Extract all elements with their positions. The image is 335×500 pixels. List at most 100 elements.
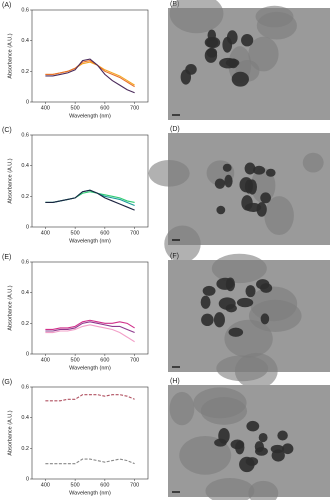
x-tick-label: 600	[100, 230, 109, 236]
series-line	[45, 321, 135, 334]
nanoparticle	[225, 58, 240, 67]
nanoparticle	[228, 327, 244, 337]
y-tick-label: 0.6	[21, 7, 29, 13]
y-axis-label: Absorbance (A.U.)	[7, 285, 13, 330]
tem-image	[168, 385, 330, 500]
nanoparticle	[265, 168, 276, 177]
nanoparticle	[260, 313, 270, 325]
y-axis-label: Absorbance (A.U.)	[7, 158, 13, 203]
x-tick-label: 400	[41, 230, 50, 236]
x-axis-label: Wavelength (nm)	[69, 365, 111, 371]
y-tick-label: 0.2	[21, 446, 29, 452]
nanoparticle	[256, 279, 270, 290]
panel-label: (H)	[170, 378, 180, 385]
panel-label: (E)	[2, 254, 11, 261]
nanoparticle	[246, 420, 260, 432]
nanoparticle	[226, 30, 238, 45]
nanoparticle	[201, 313, 214, 327]
series-line	[45, 458, 135, 465]
series-line	[45, 319, 135, 331]
background-blob	[211, 253, 267, 284]
x-axis-label: Wavelength (nm)	[69, 238, 111, 244]
panel-label: (D)	[170, 126, 180, 133]
x-axis-label: Wavelength (nm)	[69, 490, 111, 496]
tem-image	[168, 0, 330, 120]
y-tick-label: 0	[26, 224, 29, 230]
nanoparticle	[241, 195, 253, 211]
x-tick-label: 700	[130, 357, 139, 363]
nanoparticle	[236, 297, 254, 308]
nanoparticle	[222, 163, 232, 172]
tem-image	[168, 253, 330, 389]
nanoparticle	[202, 285, 216, 296]
background-blob	[256, 11, 297, 40]
y-tick-label: 0.4	[21, 290, 29, 296]
x-tick-label: 500	[71, 230, 80, 236]
plot-frame	[31, 134, 149, 228]
y-tick-label: 0.2	[21, 194, 29, 200]
y-tick-label: 0.6	[21, 259, 29, 265]
series-line	[45, 189, 135, 207]
x-tick-label: 500	[71, 357, 80, 363]
nanoparticle	[253, 165, 266, 175]
nanoparticle	[225, 304, 237, 313]
x-tick-label: 500	[71, 482, 80, 488]
nanoparticle	[230, 439, 245, 450]
panel-label: (A)	[2, 2, 11, 9]
series-line	[45, 58, 135, 94]
x-axis-label: Wavelength (nm)	[69, 113, 111, 119]
nanoparticle	[260, 192, 271, 204]
background-blob	[250, 286, 298, 322]
nanoparticle	[245, 285, 256, 298]
background-blob	[302, 152, 324, 173]
y-tick-label: 0.6	[21, 384, 29, 390]
background-blob	[224, 319, 273, 358]
tem-image	[148, 133, 330, 263]
nanoparticle	[258, 432, 268, 443]
nanoparticle	[247, 179, 257, 195]
nanoparticle	[255, 446, 268, 456]
background-blob	[169, 391, 195, 426]
x-tick-label: 700	[130, 482, 139, 488]
series-line	[45, 394, 135, 402]
y-tick-label: 0.4	[21, 38, 29, 44]
plot-frame	[31, 386, 149, 480]
y-tick-label: 0.6	[21, 132, 29, 138]
nanoparticle	[216, 205, 226, 215]
nanoparticle	[245, 457, 259, 466]
y-axis-label: Absorbance (A.U.)	[7, 33, 13, 78]
panel-label: (F)	[170, 253, 179, 260]
nanoparticle	[225, 277, 236, 292]
nanoparticle	[206, 47, 218, 58]
nanoparticle	[244, 162, 256, 175]
y-axis-label: Absorbance (A.U.)	[7, 410, 13, 455]
series-line	[45, 324, 135, 343]
y-tick-label: 0.2	[21, 69, 29, 75]
nanoparticle	[180, 69, 192, 85]
background-blob	[234, 352, 278, 389]
y-tick-label: 0.2	[21, 321, 29, 327]
nanoparticle	[200, 295, 211, 309]
nanoparticle	[270, 444, 285, 454]
background-blob	[193, 387, 247, 419]
series-line	[45, 60, 135, 88]
x-tick-label: 600	[100, 105, 109, 111]
plot-frame	[31, 261, 149, 355]
nanoparticle	[241, 34, 254, 47]
x-tick-label: 400	[41, 357, 50, 363]
nanoparticle	[214, 178, 226, 189]
background-blob	[164, 225, 201, 263]
nanoparticle	[277, 430, 288, 441]
nanoparticle	[214, 438, 227, 447]
x-tick-label: 700	[130, 105, 139, 111]
y-tick-label: 0	[26, 476, 29, 482]
x-tick-label: 400	[41, 482, 50, 488]
nanoparticle	[231, 71, 249, 87]
background-blob	[264, 196, 294, 236]
y-tick-label: 0.4	[21, 415, 29, 421]
background-blob	[248, 36, 279, 72]
nanoparticle	[282, 443, 294, 455]
background-blob	[205, 478, 255, 500]
nanoparticle	[213, 312, 225, 328]
